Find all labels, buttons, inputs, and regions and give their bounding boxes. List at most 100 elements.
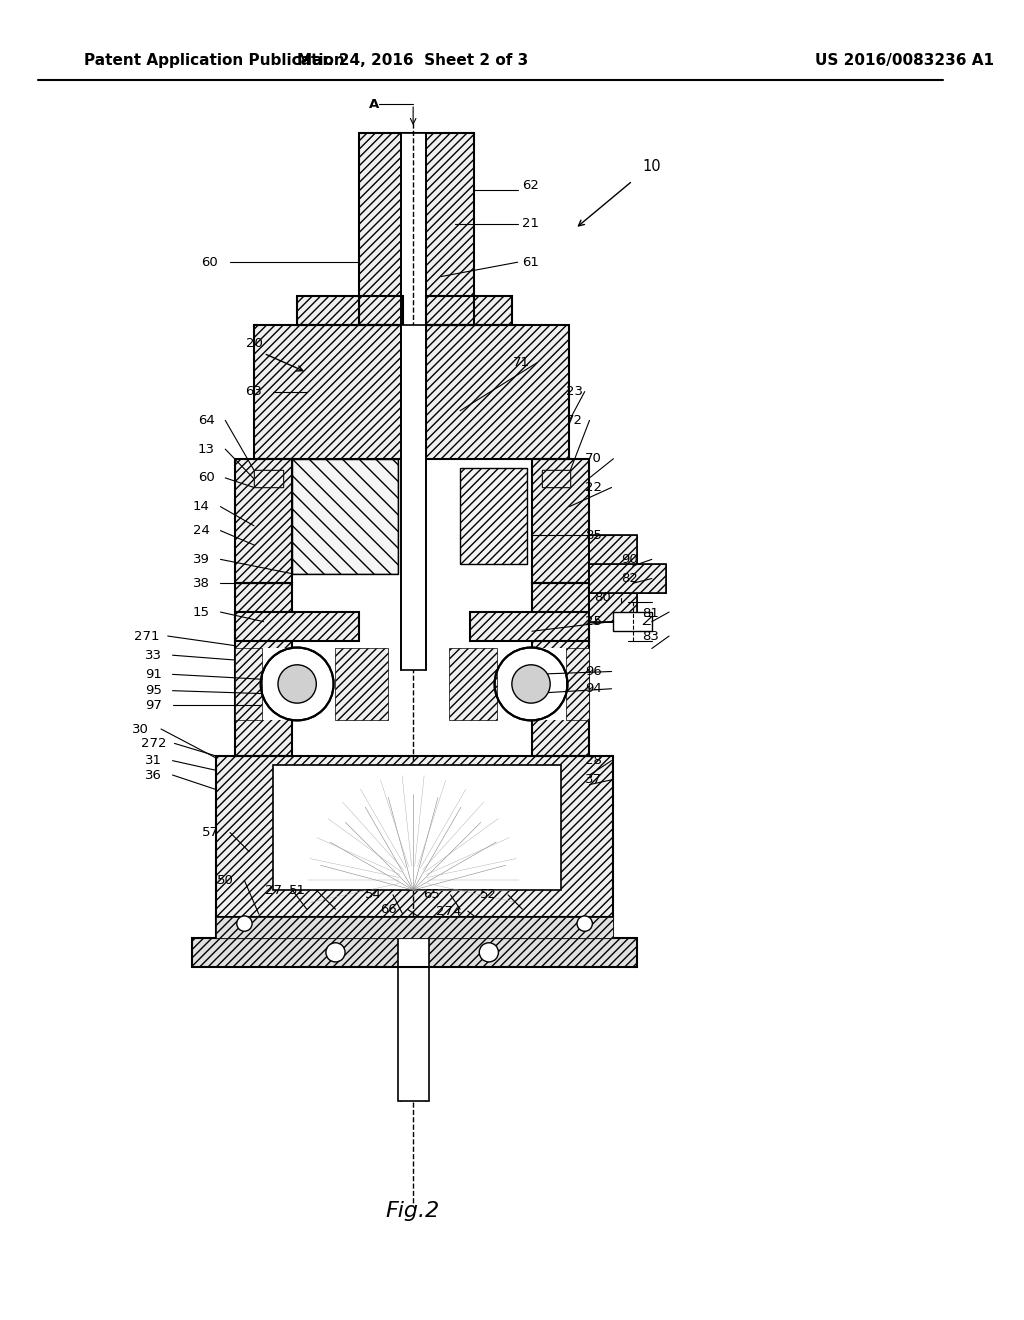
Text: 25: 25 [585,615,602,628]
Text: 81: 81 [642,607,659,620]
Text: 91: 91 [145,668,162,681]
Text: 21: 21 [522,218,540,231]
Bar [426,325,569,459]
Text: 96: 96 [585,665,601,678]
Bar [297,296,402,325]
Text: 66: 66 [380,903,396,916]
Bar [470,612,590,640]
Bar [495,648,567,721]
Text: 24: 24 [193,524,210,537]
Bar [397,919,429,1101]
Bar [293,459,397,574]
Bar [216,917,613,939]
Bar [590,536,637,622]
Bar [254,325,402,459]
Text: 36: 36 [145,768,162,781]
Text: 97: 97 [145,698,162,711]
Bar [400,133,426,430]
Bar [359,133,474,325]
Text: US 2016/0083236 A1: US 2016/0083236 A1 [815,53,993,69]
Text: 14: 14 [193,500,210,513]
Bar [542,470,570,487]
Bar [335,648,388,721]
Text: 85: 85 [585,529,601,543]
Circle shape [512,665,550,704]
Text: 30: 30 [132,722,150,735]
Text: 62: 62 [522,180,540,191]
Bar [532,459,590,583]
Text: 70: 70 [585,453,601,465]
Bar [613,612,652,631]
Bar [565,648,590,721]
Text: 63: 63 [246,385,262,399]
Bar [261,648,334,721]
Text: 65: 65 [423,888,439,902]
Text: 271: 271 [134,630,160,643]
Text: 10: 10 [642,158,662,174]
Bar [191,939,637,966]
Text: Z: Z [642,615,651,628]
Bar [590,564,667,593]
Text: 52: 52 [480,888,498,902]
Bar [460,469,527,564]
Bar [293,459,397,574]
Text: 64: 64 [198,414,214,426]
Text: 274: 274 [436,904,461,917]
Circle shape [278,665,316,704]
Text: 27: 27 [264,883,282,896]
Text: 50: 50 [217,874,233,887]
Bar [449,648,497,721]
Bar [234,583,293,756]
Text: 61: 61 [522,256,540,269]
Bar [359,133,474,325]
Circle shape [326,942,345,962]
Text: 90: 90 [622,553,638,566]
Text: 23: 23 [565,385,583,399]
Bar [254,470,283,487]
Text: 22: 22 [585,480,602,494]
Circle shape [237,916,252,932]
Bar [590,564,667,593]
Text: 20: 20 [246,337,262,350]
Bar [426,296,512,325]
Circle shape [578,916,592,932]
Text: 51: 51 [289,883,305,896]
Bar [234,612,359,640]
Bar [234,459,293,583]
Bar [254,470,283,487]
Bar [590,536,637,622]
Text: 60: 60 [202,256,218,269]
Text: 37: 37 [585,774,602,787]
Text: 95: 95 [145,684,162,697]
Bar [273,766,561,890]
Bar [234,583,293,756]
Bar [532,459,590,583]
Text: 80: 80 [594,591,611,605]
Text: 272: 272 [140,737,166,750]
Text: 71: 71 [513,356,529,370]
Bar [426,296,512,325]
Bar [254,325,402,459]
Text: 82: 82 [622,572,638,585]
Text: 57: 57 [203,826,219,840]
Bar [532,583,590,756]
Text: 60: 60 [198,471,214,484]
Text: 38: 38 [193,577,210,590]
Bar [216,756,613,919]
Text: 33: 33 [144,648,162,661]
Bar [216,756,613,919]
Text: 72: 72 [565,414,583,426]
Bar [216,917,613,939]
Bar [400,325,426,669]
Bar [234,648,262,721]
Bar [426,325,569,459]
Text: 13: 13 [198,442,215,455]
Text: A: A [369,98,379,111]
Bar [532,583,590,756]
Text: 94: 94 [585,682,601,696]
Bar [542,470,570,487]
Text: Mar. 24, 2016  Sheet 2 of 3: Mar. 24, 2016 Sheet 2 of 3 [297,53,527,69]
Bar [191,939,637,966]
Text: 54: 54 [366,888,382,902]
Bar [234,612,359,640]
